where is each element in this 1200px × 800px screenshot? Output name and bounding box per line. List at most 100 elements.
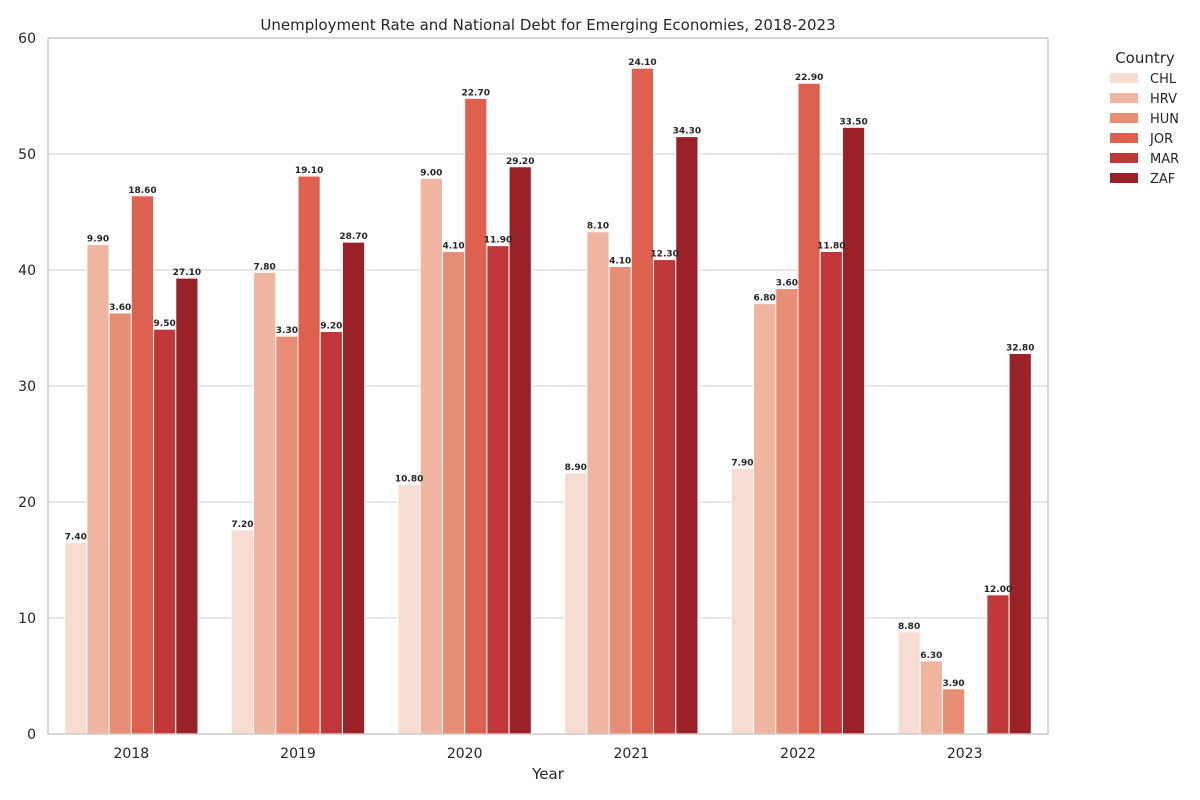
bar-value-label: 22.90 <box>795 73 823 83</box>
bar-value-label: 8.10 <box>587 222 609 232</box>
legend-items: CHL HRV HUN JOR MAR ZAF <box>1110 72 1179 187</box>
chart-title: Unemployment Rate and National Debt for … <box>260 16 835 34</box>
plot-frame <box>47 37 1049 735</box>
bar-jor-2020 <box>464 97 488 735</box>
bar-hrv-2019 <box>253 271 277 735</box>
bar-value-label: 9.20 <box>320 321 342 331</box>
bar-hun-2018 <box>108 312 132 735</box>
legend-title: Country <box>1115 49 1175 67</box>
bar-value-label: 22.70 <box>462 88 490 98</box>
legend-swatch-chl <box>1110 73 1138 83</box>
legend: Country CHL HRV HUN JOR MAR ZAF <box>1110 49 1179 187</box>
bar-mar-2020 <box>486 245 510 735</box>
bar-chl-2023 <box>897 631 921 735</box>
bar-hrv-2021 <box>586 231 610 735</box>
bar-value-label: 3.30 <box>276 326 298 336</box>
bar-chl-2022 <box>730 467 755 735</box>
bar-value-label: 4.10 <box>609 257 631 267</box>
bar-value-label: 29.20 <box>506 157 534 167</box>
bar-value-label: 12.30 <box>650 250 678 260</box>
x-tick-label: 2023 <box>947 746 983 762</box>
y-axis-ticks: 0 10 20 30 40 50 60 <box>18 31 36 743</box>
bar-hrv-2023 <box>919 660 943 735</box>
bar-hun-2023 <box>941 688 966 735</box>
bar-value-label: 3.60 <box>109 303 131 313</box>
bar-value-label: 11.90 <box>484 236 512 246</box>
bar-value-label: 33.50 <box>839 117 867 127</box>
bar-hrv-2018 <box>86 243 110 735</box>
x-axis-ticks: 2018 2019 2020 2021 2022 2023 <box>114 746 983 762</box>
bar-labels: 7.40 9.90 3.60 18.60 9.50 27.10 7.20 7.80 3.30 19… <box>65 58 1035 689</box>
bar-mar-2022 <box>819 250 843 735</box>
bar-value-label: 19.10 <box>295 166 323 176</box>
bar-value-label: 8.80 <box>898 622 920 632</box>
bar-value-label: 7.90 <box>731 458 753 468</box>
y-tick-label: 50 <box>18 147 36 163</box>
bar-zaf-2023 <box>1008 353 1032 735</box>
bar-hrv-2020 <box>419 177 443 735</box>
x-tick-label: 2018 <box>114 746 150 762</box>
bar-chl-2018 <box>64 542 88 735</box>
legend-label-mar: MAR <box>1150 152 1179 167</box>
x-tick-label: 2022 <box>780 746 816 762</box>
x-tick-label: 2021 <box>614 746 650 762</box>
bar-value-label: 6.80 <box>754 294 776 304</box>
legend-label-hrv: HRV <box>1150 92 1177 107</box>
y-tick-label: 20 <box>18 495 36 511</box>
bar-chl-2019 <box>230 529 255 735</box>
bar-value-label: 11.80 <box>817 241 845 251</box>
bar-value-label: 24.10 <box>628 58 656 68</box>
bar-zaf-2020 <box>508 166 532 735</box>
bar-hrv-2022 <box>753 303 777 735</box>
x-tick-label: 2019 <box>280 746 316 762</box>
y-tick-label: 30 <box>18 379 36 395</box>
bar-value-label: 9.90 <box>87 234 109 244</box>
legend-label-jor: JOR <box>1149 132 1173 147</box>
bar-hun-2022 <box>775 288 799 735</box>
legend-swatch-zaf <box>1110 173 1138 183</box>
y-tick-label: 40 <box>18 263 36 279</box>
bar-hun-2020 <box>441 250 466 735</box>
legend-swatch-hun <box>1110 113 1138 123</box>
bar-zaf-2021 <box>675 136 699 735</box>
legend-swatch-hrv <box>1110 93 1138 103</box>
bar-zaf-2019 <box>341 241 366 735</box>
bar-value-label: 7.80 <box>254 262 276 272</box>
bar-mar-2019 <box>319 330 343 735</box>
bar-value-label: 34.30 <box>673 127 701 137</box>
legend-swatch-mar <box>1110 153 1138 163</box>
bar-hun-2021 <box>608 266 632 735</box>
bar-hun-2019 <box>275 335 299 735</box>
y-tick-label: 60 <box>18 31 36 47</box>
bar-jor-2021 <box>630 67 655 735</box>
bars <box>64 67 1032 735</box>
bar-value-label: 7.40 <box>65 533 87 543</box>
bar-value-label: 3.90 <box>942 679 964 689</box>
bar-chl-2020 <box>397 484 421 735</box>
bar-value-label: 7.20 <box>231 520 253 530</box>
y-tick-label: 10 <box>18 611 36 627</box>
bar-value-label: 9.50 <box>154 319 176 329</box>
bar-chl-2021 <box>564 472 588 735</box>
legend-label-hun: HUN <box>1150 112 1179 127</box>
x-axis-label: Year <box>531 765 565 783</box>
bar-value-label: 6.30 <box>920 651 942 661</box>
bar-value-label: 4.10 <box>442 241 464 251</box>
y-tick-label: 0 <box>27 727 36 743</box>
bar-value-label: 32.80 <box>1006 344 1034 354</box>
bar-value-label: 28.70 <box>339 232 367 242</box>
legend-label-zaf: ZAF <box>1150 172 1175 187</box>
bar-value-label: 8.90 <box>565 463 587 473</box>
bar-zaf-2022 <box>841 126 866 735</box>
bar-value-label: 18.60 <box>128 186 156 196</box>
bar-jor-2022 <box>797 82 821 735</box>
bar-mar-2018 <box>153 328 177 735</box>
legend-swatch-jor <box>1110 133 1138 143</box>
bar-value-label: 3.60 <box>776 279 798 289</box>
bar-value-label: 10.80 <box>395 475 423 485</box>
bar-value-label: 12.00 <box>984 585 1012 595</box>
bar-mar-2023 <box>986 594 1010 735</box>
bar-mar-2021 <box>653 259 677 735</box>
bar-jor-2019 <box>297 175 321 735</box>
